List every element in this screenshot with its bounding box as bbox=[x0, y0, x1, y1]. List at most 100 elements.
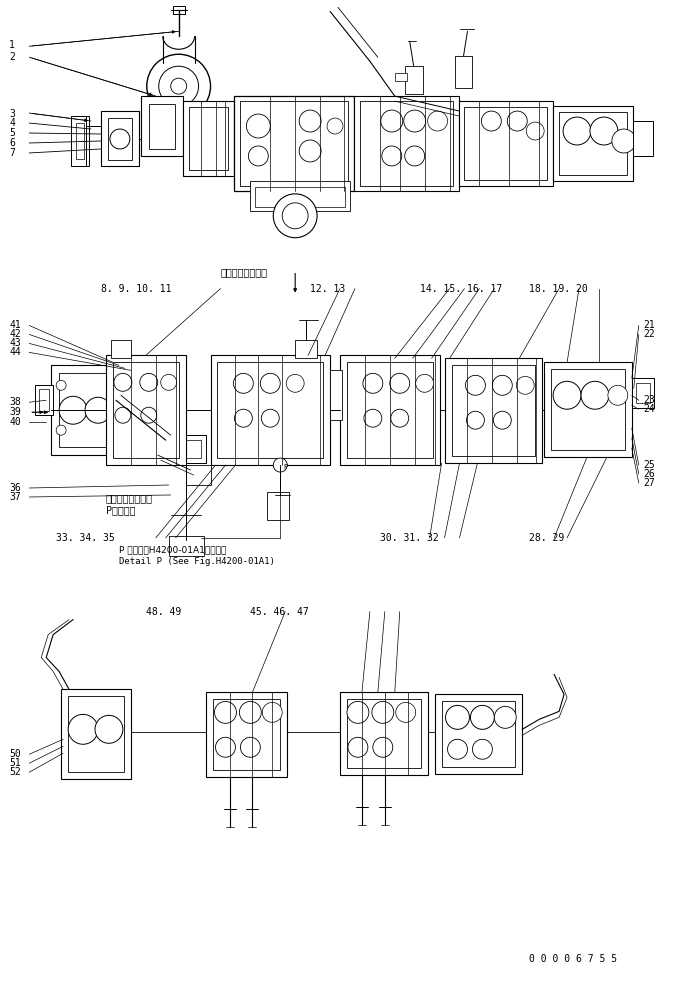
Circle shape bbox=[59, 396, 87, 424]
Circle shape bbox=[299, 110, 321, 132]
Bar bbox=[141, 96, 183, 156]
Bar bbox=[340, 693, 428, 775]
Text: 21: 21 bbox=[644, 321, 655, 331]
Circle shape bbox=[494, 411, 511, 429]
Circle shape bbox=[261, 374, 280, 393]
Circle shape bbox=[581, 382, 609, 409]
Circle shape bbox=[612, 129, 636, 153]
Text: 12. 13: 12. 13 bbox=[310, 284, 345, 293]
Circle shape bbox=[140, 374, 158, 391]
Circle shape bbox=[563, 117, 591, 145]
Bar bbox=[632, 379, 654, 408]
Circle shape bbox=[95, 715, 123, 744]
Bar bbox=[183, 101, 234, 176]
Bar bbox=[559, 112, 627, 175]
Bar bbox=[185, 465, 211, 485]
Bar bbox=[354, 96, 458, 191]
Circle shape bbox=[171, 78, 187, 94]
Text: 4: 4 bbox=[9, 118, 15, 129]
Circle shape bbox=[158, 66, 198, 106]
Circle shape bbox=[215, 738, 236, 757]
Bar bbox=[160, 440, 200, 458]
Circle shape bbox=[68, 714, 98, 745]
Bar bbox=[454, 56, 473, 88]
Bar bbox=[211, 355, 330, 465]
Circle shape bbox=[381, 110, 403, 132]
Text: 30. 31. 32: 30. 31. 32 bbox=[380, 533, 439, 542]
Circle shape bbox=[473, 740, 492, 759]
Bar bbox=[59, 374, 109, 447]
Bar bbox=[395, 74, 407, 81]
Text: 18. 19. 20: 18. 19. 20 bbox=[529, 284, 588, 293]
Text: 7: 7 bbox=[9, 148, 15, 158]
Text: 50: 50 bbox=[9, 749, 21, 759]
Circle shape bbox=[363, 374, 383, 393]
Bar bbox=[330, 371, 342, 420]
Circle shape bbox=[590, 117, 618, 145]
Text: 33. 34. 35: 33. 34. 35 bbox=[56, 533, 115, 542]
Bar bbox=[108, 118, 132, 160]
Circle shape bbox=[262, 702, 282, 722]
Text: 25: 25 bbox=[644, 460, 655, 470]
Bar bbox=[51, 365, 116, 455]
Text: P 詳細（第H4200-01A1図参照）: P 詳細（第H4200-01A1図参照） bbox=[119, 545, 226, 554]
Text: 3: 3 bbox=[9, 109, 15, 119]
Bar bbox=[441, 701, 515, 767]
Bar bbox=[39, 389, 49, 411]
Bar bbox=[213, 699, 280, 770]
Bar bbox=[206, 693, 287, 777]
Circle shape bbox=[447, 740, 468, 759]
Circle shape bbox=[526, 122, 544, 140]
Circle shape bbox=[274, 194, 317, 237]
Bar bbox=[553, 106, 633, 181]
Circle shape bbox=[553, 382, 581, 409]
Circle shape bbox=[364, 409, 382, 427]
Bar bbox=[76, 123, 84, 159]
Bar bbox=[217, 362, 323, 458]
Text: 2: 2 bbox=[9, 52, 15, 62]
Circle shape bbox=[248, 146, 268, 166]
Bar bbox=[71, 116, 89, 166]
Bar bbox=[633, 121, 653, 156]
Circle shape bbox=[492, 376, 512, 395]
Text: 8. 9. 10. 11: 8. 9. 10. 11 bbox=[101, 284, 171, 293]
Circle shape bbox=[299, 140, 321, 162]
Circle shape bbox=[348, 738, 368, 757]
Bar bbox=[68, 697, 124, 772]
Bar bbox=[189, 107, 228, 170]
Bar bbox=[149, 104, 175, 149]
Circle shape bbox=[282, 203, 308, 229]
Circle shape bbox=[327, 118, 343, 134]
Bar bbox=[234, 96, 354, 191]
Circle shape bbox=[608, 386, 628, 405]
Circle shape bbox=[428, 111, 447, 131]
Circle shape bbox=[261, 409, 279, 427]
Bar bbox=[445, 358, 542, 463]
Bar bbox=[35, 386, 53, 415]
Circle shape bbox=[246, 114, 270, 138]
Text: 6: 6 bbox=[9, 138, 15, 148]
Bar bbox=[636, 384, 650, 403]
Bar bbox=[255, 186, 345, 207]
Circle shape bbox=[147, 54, 211, 118]
Text: Detail P (See Fig.H4200-01A1): Detail P (See Fig.H4200-01A1) bbox=[119, 557, 275, 566]
Text: 14. 15. 16. 17: 14. 15. 16. 17 bbox=[420, 284, 502, 293]
Text: 37: 37 bbox=[9, 492, 21, 502]
Bar bbox=[551, 369, 625, 450]
Bar bbox=[106, 355, 185, 465]
Circle shape bbox=[115, 407, 131, 423]
Text: 22: 22 bbox=[644, 330, 655, 339]
Circle shape bbox=[240, 738, 261, 757]
Circle shape bbox=[517, 377, 534, 394]
Circle shape bbox=[56, 381, 66, 390]
Circle shape bbox=[347, 701, 369, 723]
Bar bbox=[250, 181, 350, 211]
Bar bbox=[113, 362, 179, 458]
Text: 26: 26 bbox=[644, 469, 655, 479]
Circle shape bbox=[372, 701, 394, 723]
Circle shape bbox=[114, 374, 132, 391]
Text: 28. 29: 28. 29 bbox=[529, 533, 565, 542]
Text: 41: 41 bbox=[9, 321, 21, 331]
Text: 42: 42 bbox=[9, 330, 21, 339]
Circle shape bbox=[85, 397, 111, 423]
